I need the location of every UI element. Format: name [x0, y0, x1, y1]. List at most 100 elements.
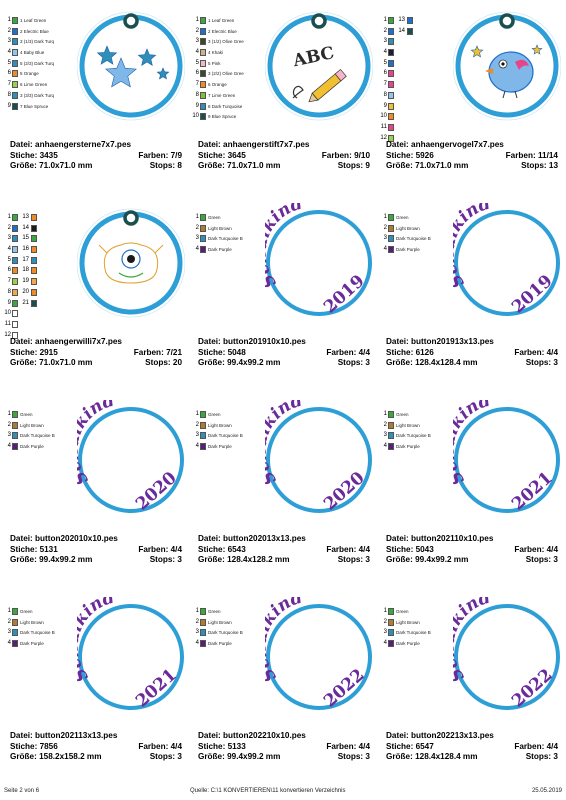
thread-name: 7 Lime Green	[208, 92, 236, 98]
legend-row: 4 Dark Purple	[380, 639, 460, 650]
color-swatch	[200, 102, 206, 110]
thread-name: Dark Purple	[208, 247, 232, 253]
legend-number: 2	[7, 618, 11, 625]
color-swatch	[12, 618, 18, 626]
legend-number: 4	[195, 246, 199, 253]
design-card[interactable]: 1 Green 2 Light Brown 3 Dark Turquoise B 4 Dark…	[192, 597, 374, 792]
color-swatch	[31, 288, 37, 296]
legend-number: 8	[7, 91, 11, 98]
thread-name: 7 Blue Spruce	[20, 103, 49, 109]
design-info: Datei: anhaengerwilli7x7.pes Stiche: 2915…	[10, 337, 182, 369]
stitch-count: Stiche: 5926	[386, 150, 434, 160]
legend-number: 1	[195, 608, 199, 614]
color-swatch	[12, 443, 18, 451]
legend-number: 1	[195, 17, 199, 23]
color-legend: 1 Green 2 Light Brown 3 Dark Turquoise B 4 Dark…	[192, 607, 272, 650]
legend-number: 7	[383, 81, 387, 88]
design-size: Größe: 71.0x71.0 mm	[10, 161, 93, 170]
legend-row: 4 Dark Purple	[380, 442, 460, 453]
file-name: Datei: button202010x10.pes	[10, 534, 118, 543]
file-name: Datei: anhaengervogel7x7.pes	[386, 140, 504, 149]
legend-number: 5	[7, 256, 11, 263]
legend-number: 4	[7, 49, 11, 56]
color-swatch	[388, 608, 394, 615]
color-swatch	[12, 320, 18, 328]
design-card[interactable]: 1 Green 2 Light Brown 3 Dark Turquoise B 4 Dark…	[192, 203, 374, 398]
button-border-ring	[454, 407, 560, 513]
color-swatch	[388, 123, 394, 131]
thread-name: Dark Turquoise B	[208, 236, 243, 242]
design-info: Datei: button202013x13.pes Stiche: 6543 Fa…	[198, 534, 370, 566]
design-card[interactable]: 1 Green 2 Light Brown 3 Dark Turquoise B 4 Dark…	[192, 400, 374, 595]
legend-row: 2 14	[4, 224, 84, 235]
file-name: Datei: anhaengerstift7x7.pes	[198, 140, 310, 149]
legend-row: 2 Light Brown	[4, 618, 84, 629]
design-card[interactable]: 1 Green 2 Light Brown 3 Dark Turquoise B 4 Dark…	[380, 203, 562, 398]
thread-name: Green	[208, 412, 221, 417]
legend-row: 4 Dark Purple	[380, 245, 460, 256]
legend-number: 4	[7, 640, 11, 647]
legend-number: 9	[195, 102, 199, 109]
legend-number: 5	[7, 59, 11, 66]
legend-row: 6 18	[4, 266, 84, 277]
hanging-hole	[499, 13, 515, 29]
button-embroidery-preview: Schulkind2020	[265, 400, 372, 515]
legend-number: 16	[22, 246, 29, 253]
design-card[interactable]: 1 Green 2 Light Brown 3 Dark Turquoise B 4 Dark…	[4, 597, 186, 792]
design-size: Größe: 71.0x71.0 mm	[386, 161, 469, 170]
color-swatch	[200, 443, 206, 451]
color-swatch	[12, 224, 18, 232]
design-card[interactable]: 1 1 Leaf Green 2 2 Electric Blue 3 3 (1/3) Da…	[4, 6, 186, 201]
legend-row: 2 Light Brown	[380, 618, 460, 629]
bird-icon	[485, 51, 534, 99]
legend-row: 5 5 (2/3) Dark Turq	[4, 59, 84, 70]
design-card[interactable]: 1 1 Leaf Green 2 2 Electric Blue 3 3 (1/2) Ol…	[192, 6, 374, 201]
thread-name: Dark Purple	[208, 444, 232, 450]
legend-number: 4	[383, 49, 387, 56]
thread-name: Dark Purple	[20, 641, 44, 647]
legend-row: 1 Green	[192, 410, 272, 421]
color-swatch	[388, 81, 394, 89]
legend-number: 19	[22, 278, 29, 285]
thread-name: Light Brown	[208, 619, 232, 625]
design-card[interactable]: 1 13 2 14 3 4 5 6 7 8 9 10 11 12 Datei: anhaengervogel…	[380, 6, 562, 201]
legend-row: 9 8 Dark Turquoise	[192, 102, 272, 113]
legend-number: 2	[7, 421, 11, 428]
button-embroidery-preview: Schulkind2021	[453, 400, 560, 515]
legend-number: 10	[380, 113, 387, 120]
legend-number: 3	[7, 235, 11, 242]
legend-number: 2	[195, 27, 199, 34]
design-info: Datei: button201913x13.pes Stiche: 6126 Fa…	[386, 337, 558, 369]
legend-number: 4	[383, 640, 387, 647]
color-swatch	[12, 411, 18, 418]
design-card[interactable]: 1 Green 2 Light Brown 3 Dark Turquoise B 4 Dark…	[380, 597, 562, 792]
legend-row: 3 3 (1/2) Olive Gree	[192, 37, 272, 48]
thread-name: 5 (2/3) Dark Turq	[20, 60, 55, 66]
color-swatch	[200, 59, 206, 67]
color-swatch	[12, 432, 18, 440]
legend-number: 13	[22, 214, 29, 220]
color-swatch	[388, 38, 394, 46]
legend-number: 3	[7, 629, 11, 636]
legend-number: 3	[7, 38, 11, 45]
star-icon	[137, 48, 157, 66]
design-card[interactable]: 1 13 2 14 3 15 4 16 5 17 6 18 7 19 8 20 9 21 10 11 12 Datei: …	[4, 203, 186, 398]
design-card[interactable]: 1 Green 2 Light Brown 3 Dark Turquoise B 4 Dark…	[4, 400, 186, 595]
legend-number: 21	[22, 299, 29, 306]
color-swatch	[12, 246, 18, 254]
color-swatch	[200, 113, 206, 121]
color-swatch	[388, 91, 394, 99]
stop-count: Stops: 3	[337, 555, 370, 564]
file-name: Datei: button202213x13.pes	[386, 731, 494, 740]
thread-name: Light Brown	[396, 422, 420, 428]
star-icon	[96, 45, 118, 65]
design-card[interactable]: 1 Green 2 Light Brown 3 Dark Turquoise B 4 Dark…	[380, 400, 562, 595]
legend-row: 4 4 Baby Blue	[4, 48, 84, 59]
design-size: Größe: 71.0x71.0 mm	[198, 161, 281, 170]
thread-name: Green	[396, 215, 409, 220]
stop-count: Stops: 3	[337, 752, 370, 761]
thread-name: 4 Khaki	[208, 50, 224, 56]
color-swatch	[31, 235, 37, 243]
color-count: Farben: 7/21	[133, 347, 182, 357]
button-embroidery-preview: Schulkind2021	[77, 597, 184, 712]
